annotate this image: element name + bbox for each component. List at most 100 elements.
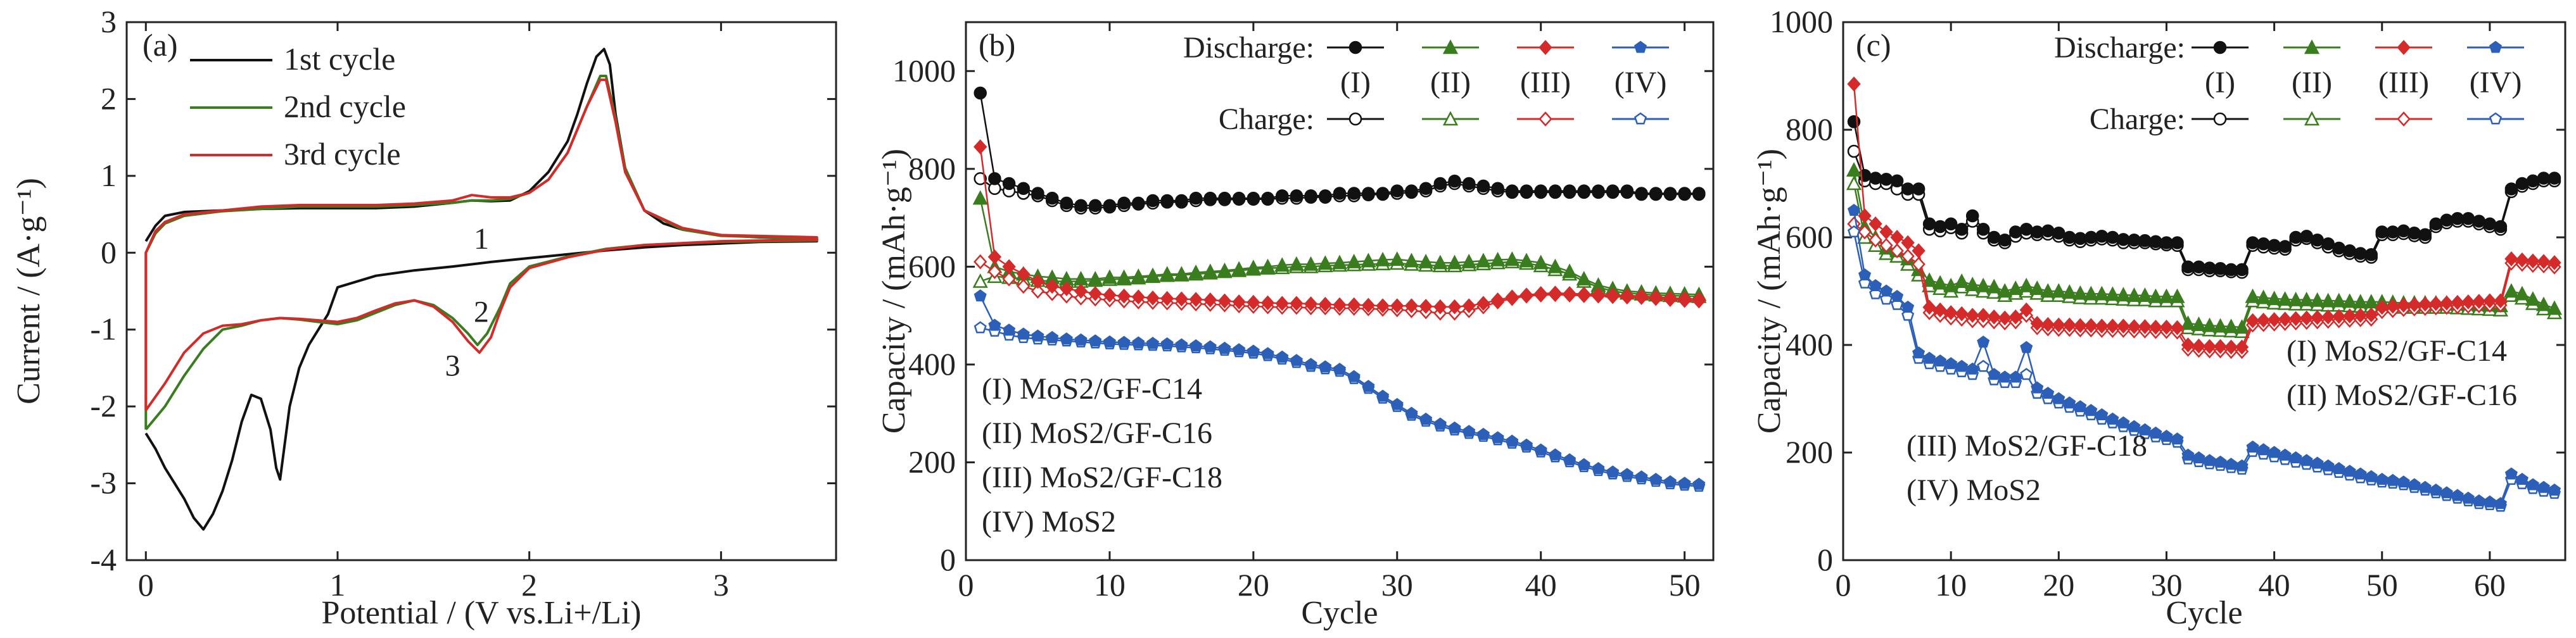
discharge-point bbox=[2170, 320, 2185, 335]
x-tick-label: 60 bbox=[2474, 567, 2506, 603]
discharge-point bbox=[1031, 329, 1044, 342]
discharge-point bbox=[2180, 315, 2196, 330]
discharge-point bbox=[1858, 208, 1872, 223]
discharge-point bbox=[2310, 310, 2325, 325]
discharge-point bbox=[1318, 296, 1332, 312]
y-tick-label: 600 bbox=[908, 248, 956, 284]
discharge-point bbox=[1912, 243, 1926, 259]
discharge-point bbox=[1089, 334, 1102, 347]
discharge-point bbox=[1132, 196, 1145, 210]
discharge-point bbox=[1890, 174, 1904, 187]
panel-c-sample-1: (I) MoS2/GF-C14 bbox=[2287, 334, 2507, 368]
discharge-point bbox=[1944, 305, 1958, 320]
discharge-point bbox=[1175, 194, 1188, 208]
discharge-point bbox=[2451, 294, 2465, 310]
discharge-point bbox=[2041, 224, 2055, 238]
discharge-point bbox=[2299, 291, 2314, 306]
discharge-point bbox=[2234, 319, 2250, 334]
discharge-point bbox=[1563, 453, 1577, 466]
discharge-point bbox=[2203, 261, 2216, 275]
discharge-point bbox=[2278, 240, 2292, 253]
discharge-point bbox=[1547, 258, 1563, 273]
discharge-point bbox=[2483, 217, 2497, 230]
discharge-point bbox=[2343, 244, 2356, 258]
discharge-point bbox=[1390, 298, 1404, 314]
discharge-point bbox=[2128, 234, 2141, 247]
discharge-point bbox=[2148, 320, 2163, 335]
discharge-point bbox=[1276, 350, 1289, 363]
panel-b-sample-labels: (I) MoS2/GF-C14 (II) MoS2/GF-C16 (III) M… bbox=[982, 372, 1222, 539]
panel-c-series bbox=[1846, 76, 2563, 512]
discharge-point bbox=[2515, 252, 2529, 268]
legend-charge-marker bbox=[1539, 111, 1552, 127]
charge-point bbox=[1912, 256, 1926, 272]
discharge-point bbox=[2299, 310, 2314, 326]
discharge-point bbox=[974, 86, 987, 100]
legend-series-label: (I) bbox=[2205, 66, 2235, 99]
charge-point bbox=[2020, 368, 2033, 380]
discharge-point bbox=[1986, 278, 2002, 294]
discharge-point bbox=[2408, 297, 2421, 313]
discharge-point bbox=[2192, 451, 2205, 464]
discharge-point bbox=[2063, 230, 2076, 244]
panel-c-sample-4: (IV) MoS2 bbox=[1907, 473, 2041, 507]
discharge-point bbox=[1261, 191, 1274, 205]
discharge-point bbox=[2320, 292, 2336, 308]
discharge-point bbox=[1174, 266, 1190, 281]
y-tick-label: 0 bbox=[1817, 542, 1833, 577]
discharge-point bbox=[1506, 434, 1519, 447]
x-tick-label: 1 bbox=[329, 567, 345, 603]
discharge-point bbox=[2084, 404, 2098, 416]
discharge-point bbox=[2526, 253, 2540, 269]
discharge-point bbox=[2257, 237, 2270, 251]
panel-b-sample-2: (II) MoS2/GF-C16 bbox=[982, 416, 1212, 450]
discharge-point bbox=[1203, 292, 1217, 308]
y-tick-label: 1000 bbox=[892, 53, 956, 88]
discharge-point bbox=[2472, 294, 2486, 310]
discharge-point bbox=[2288, 311, 2303, 327]
discharge-point bbox=[1117, 196, 1131, 210]
discharge-point bbox=[2332, 461, 2345, 475]
discharge-point bbox=[2181, 448, 2195, 461]
discharge-point bbox=[1490, 292, 1505, 308]
legend-discharge-marker bbox=[1634, 41, 1647, 53]
charge-point bbox=[1031, 284, 1045, 299]
discharge-point bbox=[2202, 317, 2218, 332]
discharge-point bbox=[1533, 254, 1549, 270]
cv-curve-1 bbox=[144, 47, 818, 531]
legend-series-label: (IV) bbox=[2470, 66, 2522, 99]
discharge-point bbox=[1491, 182, 1504, 195]
discharge-point bbox=[974, 139, 987, 154]
discharge-point bbox=[1160, 337, 1174, 349]
discharge-point bbox=[1404, 298, 1419, 314]
discharge-point bbox=[1405, 184, 1418, 197]
x-tick-label: 10 bbox=[1094, 567, 1126, 603]
discharge-point bbox=[972, 190, 988, 205]
discharge-point bbox=[1159, 266, 1175, 281]
discharge-point bbox=[2268, 446, 2281, 458]
discharge-point bbox=[1606, 287, 1620, 303]
discharge-point bbox=[2375, 225, 2389, 239]
discharge-point bbox=[2321, 309, 2335, 325]
discharge-point bbox=[2020, 223, 2033, 236]
discharge-point bbox=[2181, 260, 2195, 273]
discharge-point bbox=[1433, 299, 1447, 315]
discharge-point bbox=[1901, 235, 1915, 251]
discharge-point bbox=[2138, 423, 2152, 435]
discharge-point bbox=[2418, 480, 2432, 493]
discharge-point bbox=[1045, 191, 1059, 205]
x-tick-label: 20 bbox=[1238, 567, 1269, 603]
x-tick-label: 10 bbox=[1935, 567, 1967, 603]
discharge-point bbox=[2364, 470, 2378, 482]
y-tick-label: 0 bbox=[101, 234, 117, 270]
discharge-point bbox=[1577, 286, 1591, 302]
discharge-point bbox=[1390, 184, 1404, 197]
legend-discharge-marker bbox=[1539, 40, 1552, 55]
charge-point bbox=[974, 172, 987, 185]
discharge-point bbox=[1060, 332, 1073, 345]
discharge-point bbox=[2418, 296, 2432, 312]
discharge-point bbox=[2171, 236, 2184, 249]
discharge-point bbox=[2375, 472, 2389, 485]
